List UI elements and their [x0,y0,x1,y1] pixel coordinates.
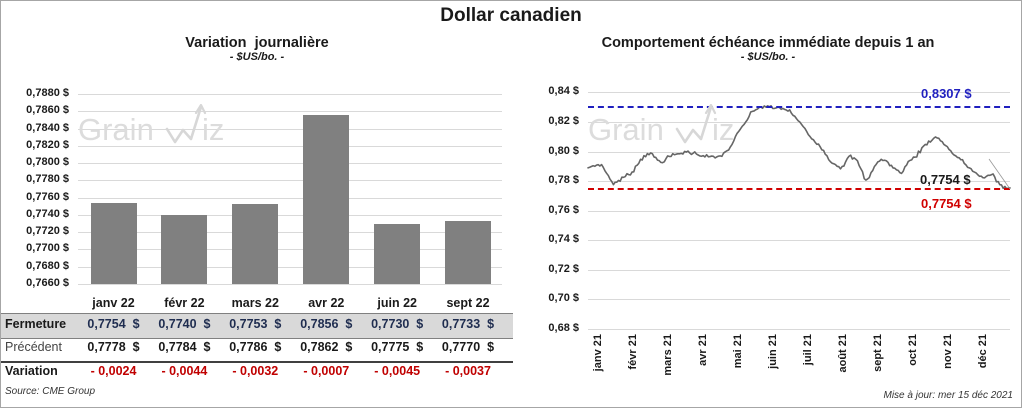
svg-text:iz: iz [712,112,734,147]
svg-text:Grain: Grain [78,112,154,147]
svg-text:iz: iz [202,112,224,147]
svg-text:Grain: Grain [588,112,664,147]
